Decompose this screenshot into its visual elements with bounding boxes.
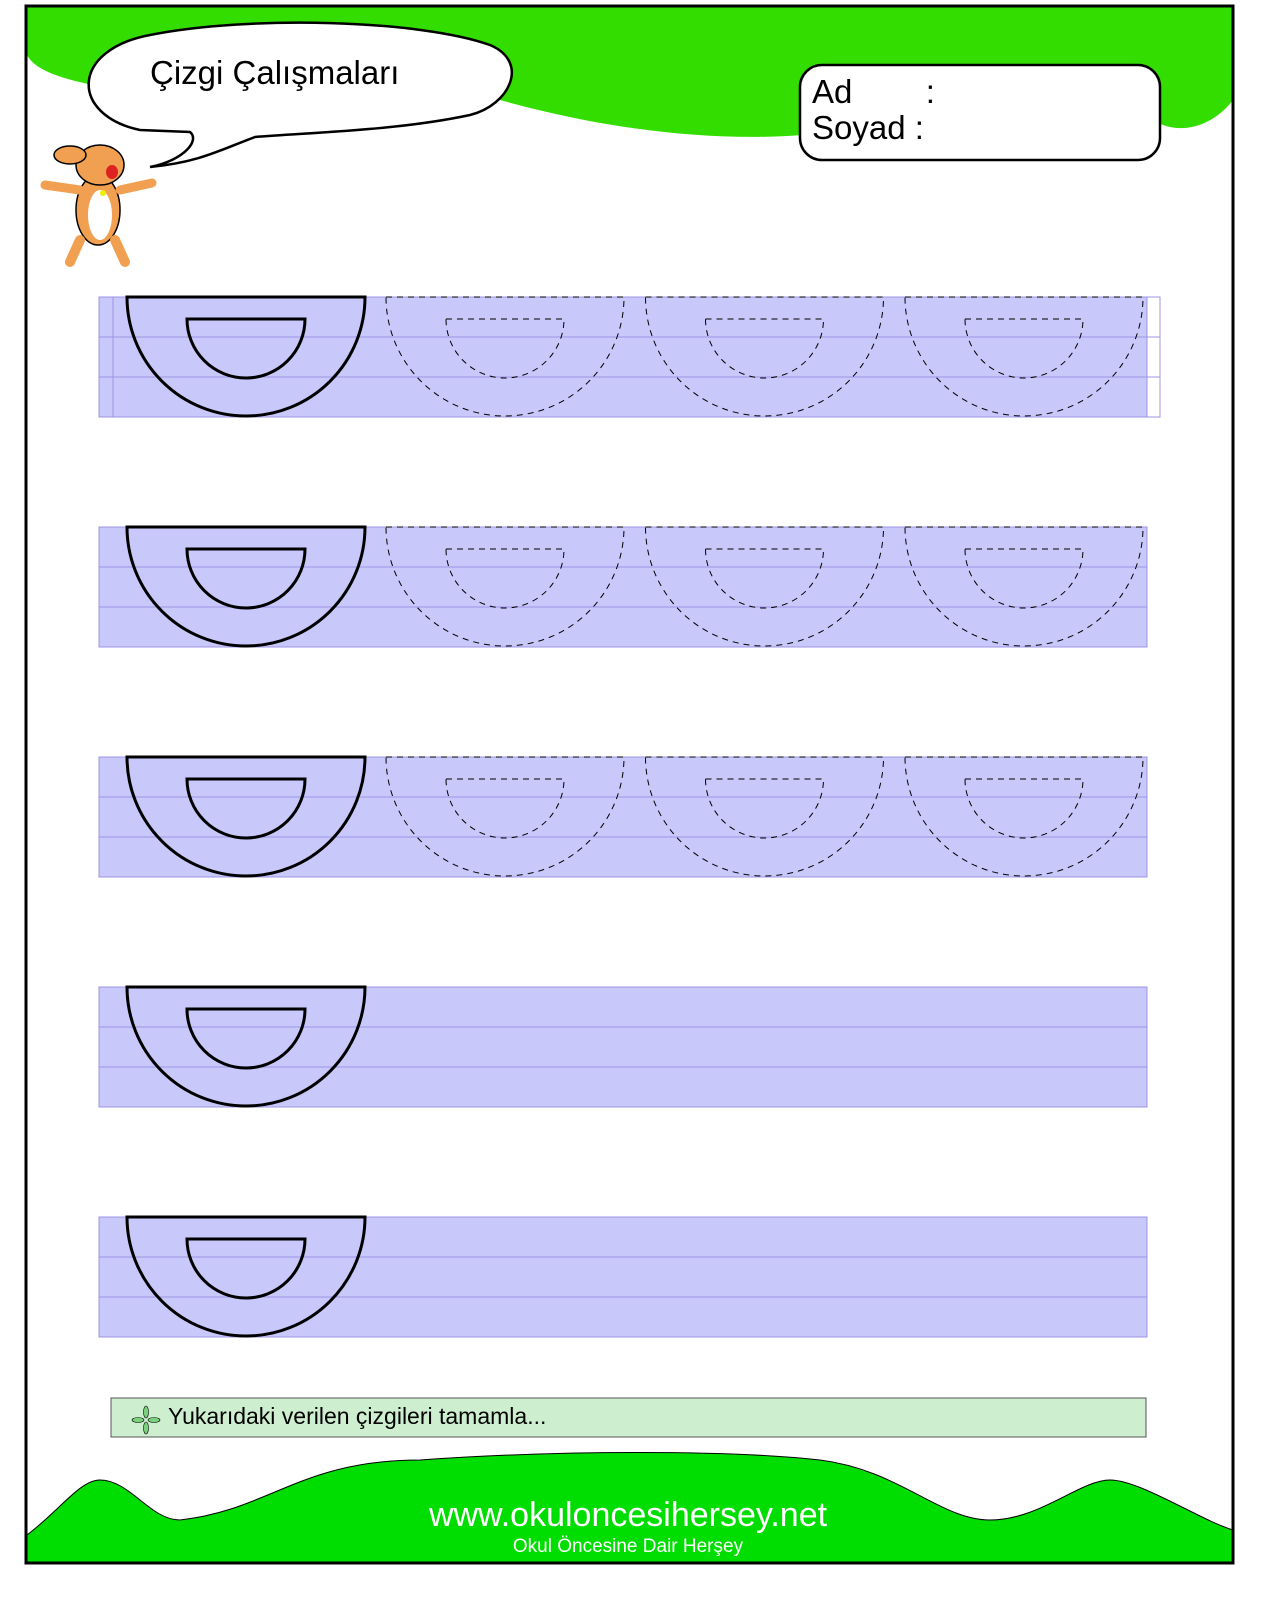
writing-band — [98, 756, 1148, 878]
writing-band — [98, 526, 1148, 648]
dashed-outer-semicircle — [385, 756, 625, 877]
tracing-rows — [98, 295, 1161, 1338]
dashed-inner-semicircle — [964, 318, 1084, 379]
dashed-outer-semicircle — [904, 296, 1144, 417]
inner-semicircle — [185, 1237, 307, 1300]
speech-bubble — [87, 21, 513, 169]
flower-icon — [131, 1405, 161, 1435]
dashed-outer-semicircle — [904, 526, 1144, 647]
dashed-outer-semicircle — [644, 526, 885, 647]
dashed-inner-semicircle — [964, 548, 1084, 609]
dashed-outer-semicircle — [644, 756, 885, 877]
outer-semicircle — [125, 755, 367, 878]
outer-semicircle — [125, 295, 367, 418]
surname-field-label: Soyad : — [812, 109, 924, 146]
dashed-outer-semicircle — [385, 526, 625, 647]
dashed-inner-semicircle — [704, 548, 825, 609]
writing-band — [98, 986, 1148, 1108]
writing-band — [98, 1216, 1148, 1338]
footer-tagline: Okul Öncesine Dair Herşey — [512, 1536, 744, 1557]
page-title: Çizgi Çalışmaları — [150, 54, 400, 91]
instruction-text: Yukarıdaki verilen çizgileri tamamla... — [168, 1403, 547, 1429]
inner-semicircle — [185, 547, 307, 610]
dashed-outer-semicircle — [644, 296, 885, 417]
dashed-outer-semicircle — [904, 756, 1144, 877]
name-box — [798, 63, 1162, 162]
dashed-inner-semicircle — [445, 548, 565, 609]
instruction-box — [110, 1397, 1147, 1438]
inner-semicircle — [185, 777, 307, 840]
bottom-green-wave — [26, 1452, 1234, 1564]
dashed-outer-semicircle — [385, 296, 625, 417]
outer-semicircle — [125, 1215, 367, 1338]
outer-semicircle — [125, 985, 367, 1108]
outer-semicircle — [125, 525, 367, 648]
dashed-inner-semicircle — [964, 778, 1084, 839]
writing-band — [98, 296, 1148, 418]
dashed-inner-semicircle — [704, 318, 825, 379]
page-frame — [24, 4, 1235, 1565]
name-field-label: Ad : — [812, 73, 935, 110]
dashed-inner-semicircle — [445, 318, 565, 379]
inner-semicircle — [185, 317, 307, 380]
dog-mascot-illustration — [40, 144, 157, 267]
band-margin — [1146, 296, 1161, 418]
dashed-inner-semicircle — [704, 778, 825, 839]
footer-url: www.okuloncesihersey.net — [428, 1496, 828, 1534]
inner-semicircle — [185, 1007, 307, 1070]
dashed-inner-semicircle — [445, 778, 565, 839]
